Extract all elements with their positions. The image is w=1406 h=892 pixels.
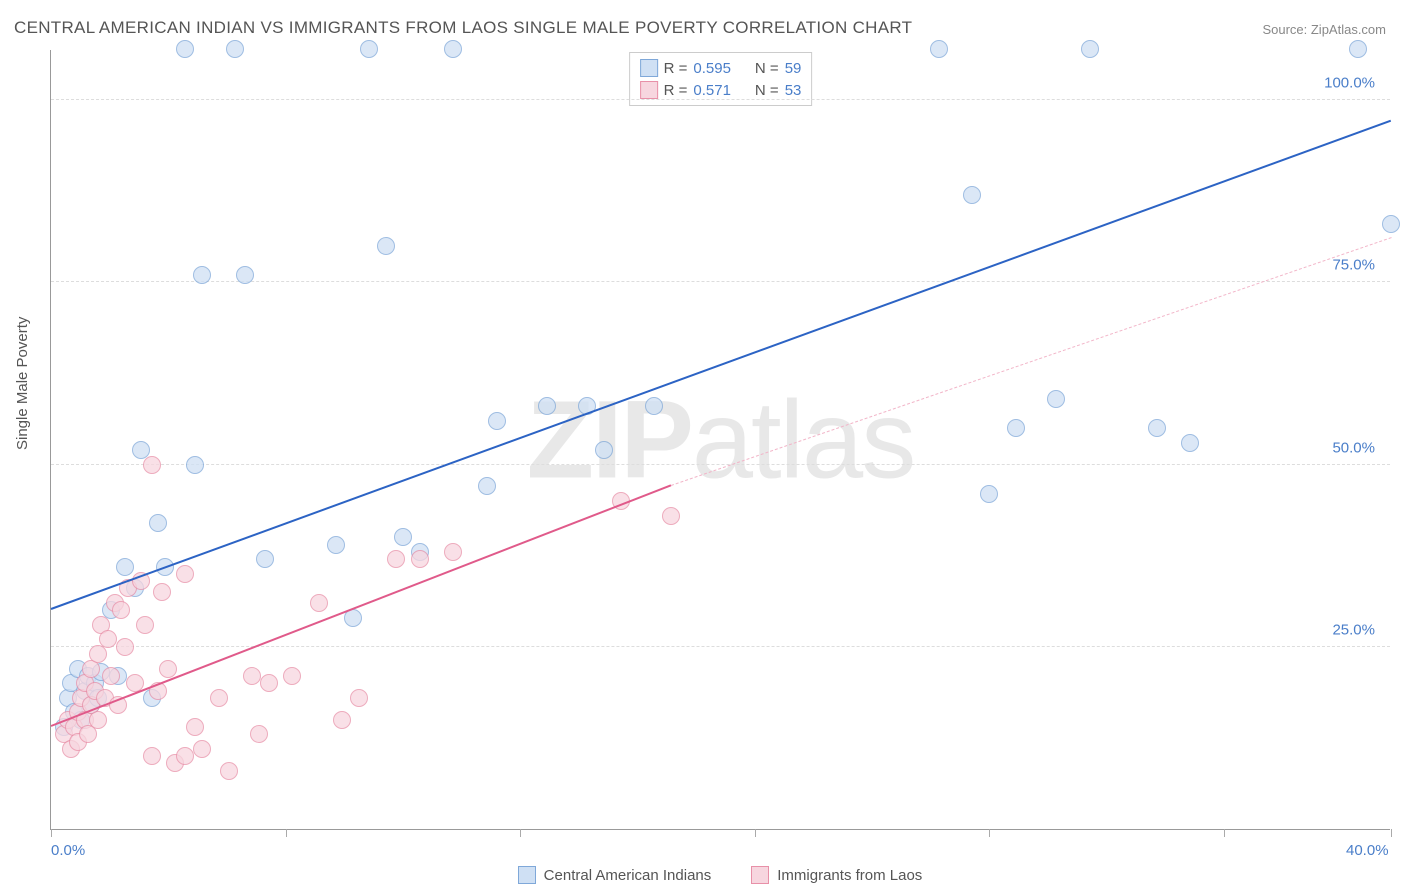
source-label: Source: ZipAtlas.com [1262,22,1386,37]
data-point [159,660,177,678]
data-point [143,456,161,474]
data-point [193,266,211,284]
data-point [256,550,274,568]
data-point [444,543,462,561]
y-tick-label: 75.0% [1332,257,1375,274]
data-point [186,456,204,474]
data-point [283,667,301,685]
x-tick [989,829,990,837]
data-point [193,740,211,758]
legend-item-series-1: Central American Indians [518,866,712,884]
data-point [143,747,161,765]
data-point [1382,215,1400,233]
gridline [51,281,1390,282]
y-axis-label: Single Male Poverty [14,317,31,450]
data-point [153,583,171,601]
data-point [444,40,462,58]
data-point [327,536,345,554]
data-point [176,747,194,765]
data-point [116,638,134,656]
data-point [102,667,120,685]
source-link[interactable]: ZipAtlas.com [1311,22,1386,37]
data-point [310,594,328,612]
data-point [980,485,998,503]
trend-line [51,120,1392,610]
data-point [176,565,194,583]
x-tick-label: 0.0% [51,842,85,859]
swatch-series-1 [640,59,658,77]
swatch-series-2 [640,81,658,99]
data-point [236,266,254,284]
data-point [250,725,268,743]
data-point [595,441,613,459]
data-point [136,616,154,634]
data-point [149,514,167,532]
data-point [220,762,238,780]
data-point [333,711,351,729]
x-tick [286,829,287,837]
data-point [411,550,429,568]
data-point [538,397,556,415]
y-tick-label: 25.0% [1332,621,1375,638]
data-point [243,667,261,685]
data-point [394,528,412,546]
watermark: ZIPatlas [527,376,914,503]
data-point [478,477,496,495]
data-point [260,674,278,692]
data-point [645,397,663,415]
data-point [89,711,107,729]
x-tick [1391,829,1392,837]
x-tick [51,829,52,837]
data-point [210,689,228,707]
series-legend: Central American Indians Immigrants from… [50,866,1390,884]
data-point [99,630,117,648]
data-point [176,40,194,58]
x-tick [520,829,521,837]
data-point [350,689,368,707]
data-point [360,40,378,58]
data-point [112,601,130,619]
data-point [1081,40,1099,58]
data-point [1047,390,1065,408]
data-point [226,40,244,58]
data-point [963,186,981,204]
data-point [1007,419,1025,437]
swatch-series-2 [751,866,769,884]
x-tick-label: 40.0% [1346,842,1389,859]
data-point [116,558,134,576]
y-tick-label: 100.0% [1324,75,1375,92]
y-tick-label: 50.0% [1332,439,1375,456]
data-point [1148,419,1166,437]
data-point [930,40,948,58]
data-point [377,237,395,255]
gridline [51,99,1390,100]
data-point [662,507,680,525]
legend-item-series-2: Immigrants from Laos [751,866,922,884]
legend-row-series-2: R = 0.571 N = 53 [640,79,802,101]
swatch-series-1 [518,866,536,884]
x-tick [1224,829,1225,837]
chart-plot-area: ZIPatlas R = 0.595 N = 59 R = 0.571 N = … [50,50,1390,830]
data-point [1349,40,1367,58]
chart-title: CENTRAL AMERICAN INDIAN VS IMMIGRANTS FR… [14,18,912,38]
legend-row-series-1: R = 0.595 N = 59 [640,57,802,79]
data-point [488,412,506,430]
gridline [51,464,1390,465]
x-tick [755,829,756,837]
data-point [186,718,204,736]
data-point [387,550,405,568]
correlation-legend: R = 0.595 N = 59 R = 0.571 N = 53 [629,52,813,106]
data-point [1181,434,1199,452]
